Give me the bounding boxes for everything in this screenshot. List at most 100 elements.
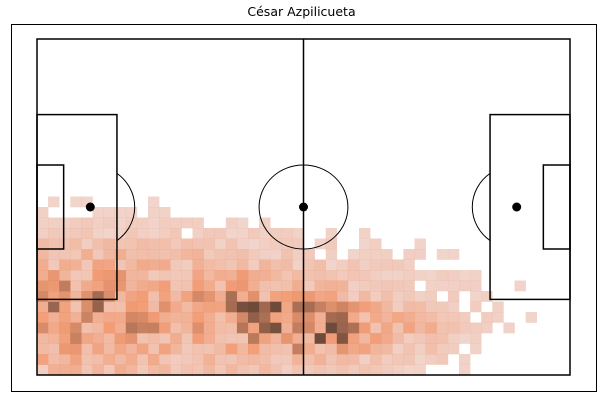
heatmap-cell (370, 238, 382, 250)
heatmap-cell (170, 301, 182, 313)
heatmap-cell (148, 322, 160, 334)
heatmap-cell (370, 270, 382, 281)
heatmap-cell (414, 354, 426, 365)
heatmap-cell (59, 333, 71, 344)
heatmap-cell (347, 291, 360, 302)
heatmap-cell (336, 354, 349, 365)
heatmap-cell (192, 228, 204, 239)
heatmap-cell (103, 291, 115, 302)
heatmap-cell (81, 217, 93, 229)
heatmap-cell (381, 312, 393, 323)
heatmap-cell (381, 322, 393, 334)
heatmap-cell (92, 312, 104, 323)
heatmap-cell (114, 228, 127, 239)
heatmap-cell (136, 249, 149, 260)
heatmap-cell (436, 301, 449, 313)
heatmap-cell (381, 259, 393, 271)
heatmap-cell (203, 301, 215, 313)
heatmap-cell (92, 291, 104, 302)
heatmap-cell (359, 343, 371, 355)
heatmap-cell (59, 280, 71, 292)
heatmap-cell (81, 270, 93, 281)
heatmap-cell (303, 343, 315, 355)
heatmap-cell (259, 259, 271, 271)
heatmap-cell (192, 333, 204, 344)
chart-title: César Azpilicueta (247, 4, 356, 19)
heatmap-cell (325, 354, 338, 365)
heatmap-cell (59, 217, 71, 229)
heatmap-cell (270, 301, 282, 313)
heatmap-cell (447, 333, 460, 344)
heatmap-cell (248, 322, 260, 334)
heatmap-cell (103, 228, 115, 239)
heatmap-cell (148, 259, 160, 271)
heatmap-cell (48, 322, 60, 334)
heatmap-cell (436, 354, 449, 365)
heatmap-cell (103, 207, 115, 218)
heatmap-cell (48, 238, 60, 250)
heatmap-cell (248, 333, 260, 344)
heatmap-cell (270, 238, 282, 250)
heatmap-cell (37, 291, 49, 302)
heatmap-cell (270, 280, 282, 292)
heatmap-cell (236, 217, 249, 229)
heatmap-cell (281, 343, 293, 355)
heatmap-cell (281, 280, 293, 292)
heatmap-cell (81, 238, 93, 250)
heatmap-cell (136, 312, 149, 323)
heatmap-cell (59, 249, 71, 260)
heatmap-cell (414, 364, 426, 376)
heatmap-cell (236, 343, 249, 355)
heatmap-cell (259, 301, 271, 313)
heatmap-cell (414, 249, 426, 260)
heatmap-cell (170, 270, 182, 281)
heatmap-cell (447, 322, 460, 334)
heatmap-cell (103, 249, 115, 260)
heatmap-cell (92, 259, 104, 271)
heatmap-cell (192, 343, 204, 355)
heatmap-cell (336, 301, 349, 313)
heatmap-cell (359, 280, 371, 292)
heatmap-cell (259, 354, 271, 365)
heatmap-cell (248, 270, 260, 281)
heatmap-cell (347, 270, 360, 281)
heatmap-cell (70, 280, 82, 292)
heatmap-cell (270, 270, 282, 281)
heatmap-cell (259, 343, 271, 355)
heatmap-cell (170, 228, 182, 239)
heatmap-cell (392, 333, 404, 344)
heatmap-cell (414, 343, 426, 355)
heatmap-cell (81, 364, 93, 376)
heatmap-cell (414, 238, 426, 250)
heatmap-cell (292, 270, 304, 281)
heatmap-cell (281, 249, 293, 260)
heatmap-cell (37, 354, 49, 365)
heatmap-cell (425, 301, 437, 313)
heatmap-cell (92, 280, 104, 292)
heatmap-cell (459, 354, 471, 365)
heatmap-cell (314, 291, 326, 302)
heatmap-cell (314, 333, 326, 344)
heatmap-cell (181, 322, 193, 334)
heatmap-cell (436, 270, 449, 281)
heatmap-cell (259, 280, 271, 292)
heatmap-cell (148, 228, 160, 239)
heatmap-cell (192, 291, 204, 302)
heatmap-cell (248, 238, 260, 250)
heatmap-cell (70, 270, 82, 281)
heatmap-cell (48, 312, 60, 323)
heatmap-cell (181, 280, 193, 292)
heatmap-cell (347, 354, 360, 365)
heatmap-cell (325, 270, 338, 281)
right-penalty-box (489, 113, 571, 301)
heatmap-cell (325, 364, 338, 376)
heatmap-cell (347, 343, 360, 355)
heatmap-cell (303, 249, 315, 260)
heatmap-cell (214, 291, 227, 302)
heatmap-cell (481, 322, 493, 334)
heatmap-cell (37, 270, 49, 281)
heatmap-cell (81, 259, 93, 271)
heatmap-cell (114, 343, 127, 355)
heatmap-cell (492, 301, 504, 313)
heatmap-cell (159, 217, 171, 229)
